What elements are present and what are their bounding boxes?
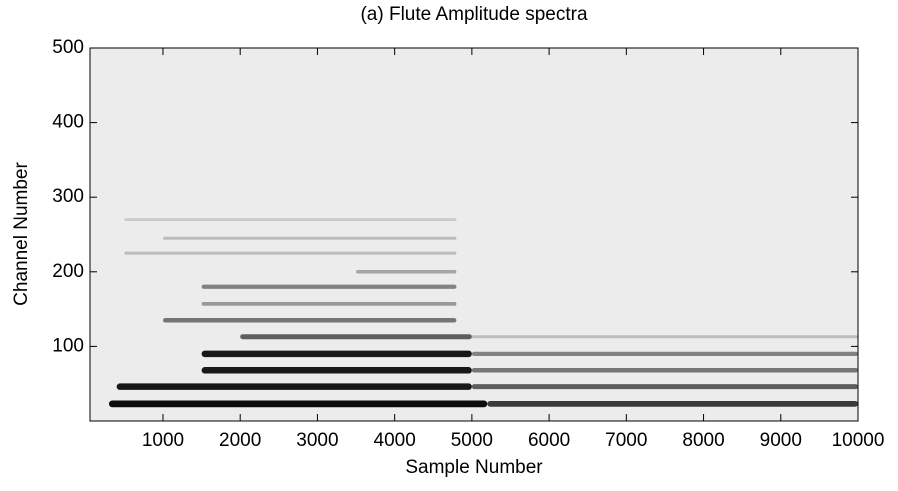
band (108, 400, 488, 408)
x-tick-label: 6000 (528, 430, 570, 451)
y-tick-label: 500 (52, 37, 84, 58)
y-tick-label: 200 (52, 261, 84, 282)
x-tick-label: 10000 (832, 430, 885, 451)
y-tick-label: 400 (52, 112, 84, 133)
band (201, 367, 472, 374)
band (124, 251, 457, 255)
y-axis-label: Channel Number (11, 162, 32, 306)
y-tick-label: 300 (52, 186, 84, 207)
band (116, 383, 472, 390)
y-tick-label: 100 (52, 335, 84, 356)
x-tick-label: 7000 (605, 430, 647, 451)
plot-background (90, 48, 858, 421)
x-tick-label: 3000 (296, 430, 338, 451)
band (356, 270, 457, 274)
band (471, 351, 858, 356)
band (201, 302, 457, 306)
chart-title: (a) Flute Amplitude spectra (360, 4, 587, 25)
band (162, 318, 457, 323)
band (471, 335, 858, 339)
x-tick-label: 4000 (374, 430, 416, 451)
axes-box (89, 47, 859, 422)
x-tick-label: 2000 (219, 430, 261, 451)
band (240, 334, 472, 340)
x-tick-label: 8000 (682, 430, 724, 451)
x-tick-label: 1000 (142, 430, 184, 451)
band (471, 384, 858, 390)
band (162, 236, 457, 240)
x-tick-label: 5000 (451, 430, 493, 451)
x-axis-label: Sample Number (405, 457, 543, 478)
band (487, 400, 858, 407)
band (124, 218, 457, 221)
band (471, 368, 858, 373)
band (201, 350, 472, 358)
band (201, 284, 457, 289)
x-tick-label: 9000 (760, 430, 802, 451)
